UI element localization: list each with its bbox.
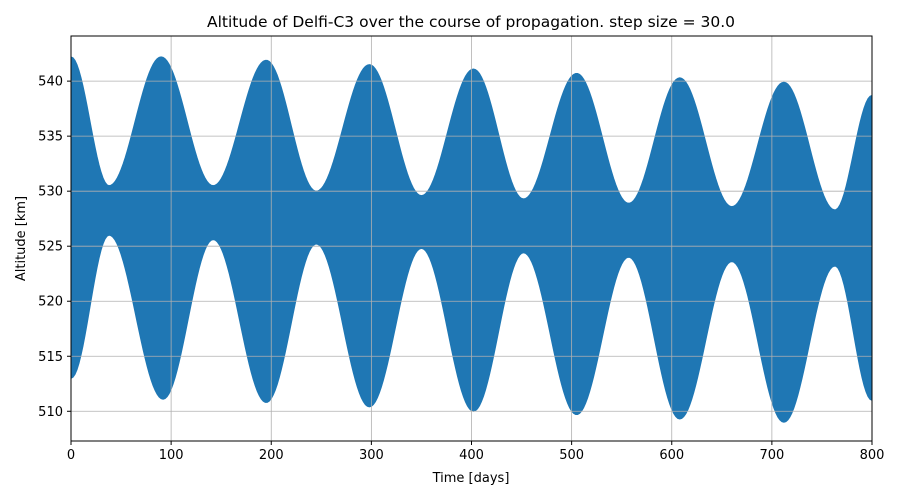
y-tick-label: 530	[38, 185, 63, 200]
x-tick-label: 300	[359, 448, 384, 463]
chart-title: Altitude of Delfi-C3 over the course of …	[207, 13, 735, 31]
y-tick-label: 540	[38, 75, 63, 90]
x-axis-label: Time [days]	[432, 471, 510, 486]
y-axis-label: Altitude [km]	[14, 196, 29, 281]
x-tick-label: 400	[459, 448, 484, 463]
x-tick-label: 100	[159, 448, 184, 463]
y-tick-label: 535	[38, 130, 63, 145]
x-tick-label: 700	[759, 448, 784, 463]
x-tick-label: 200	[259, 448, 284, 463]
y-tick-label: 515	[38, 350, 63, 365]
y-tick-label: 525	[38, 240, 63, 255]
x-tick-label: 800	[860, 448, 885, 463]
y-tick-label: 510	[38, 405, 63, 420]
plot-area: 0 100 200 300 400 500 600 700 800 510 515 520 525 530…	[38, 35, 885, 463]
y-tick-label: 520	[38, 295, 63, 310]
x-tick-label: 0	[67, 448, 75, 463]
x-tick-label: 500	[559, 448, 584, 463]
x-tick-label: 600	[659, 448, 684, 463]
